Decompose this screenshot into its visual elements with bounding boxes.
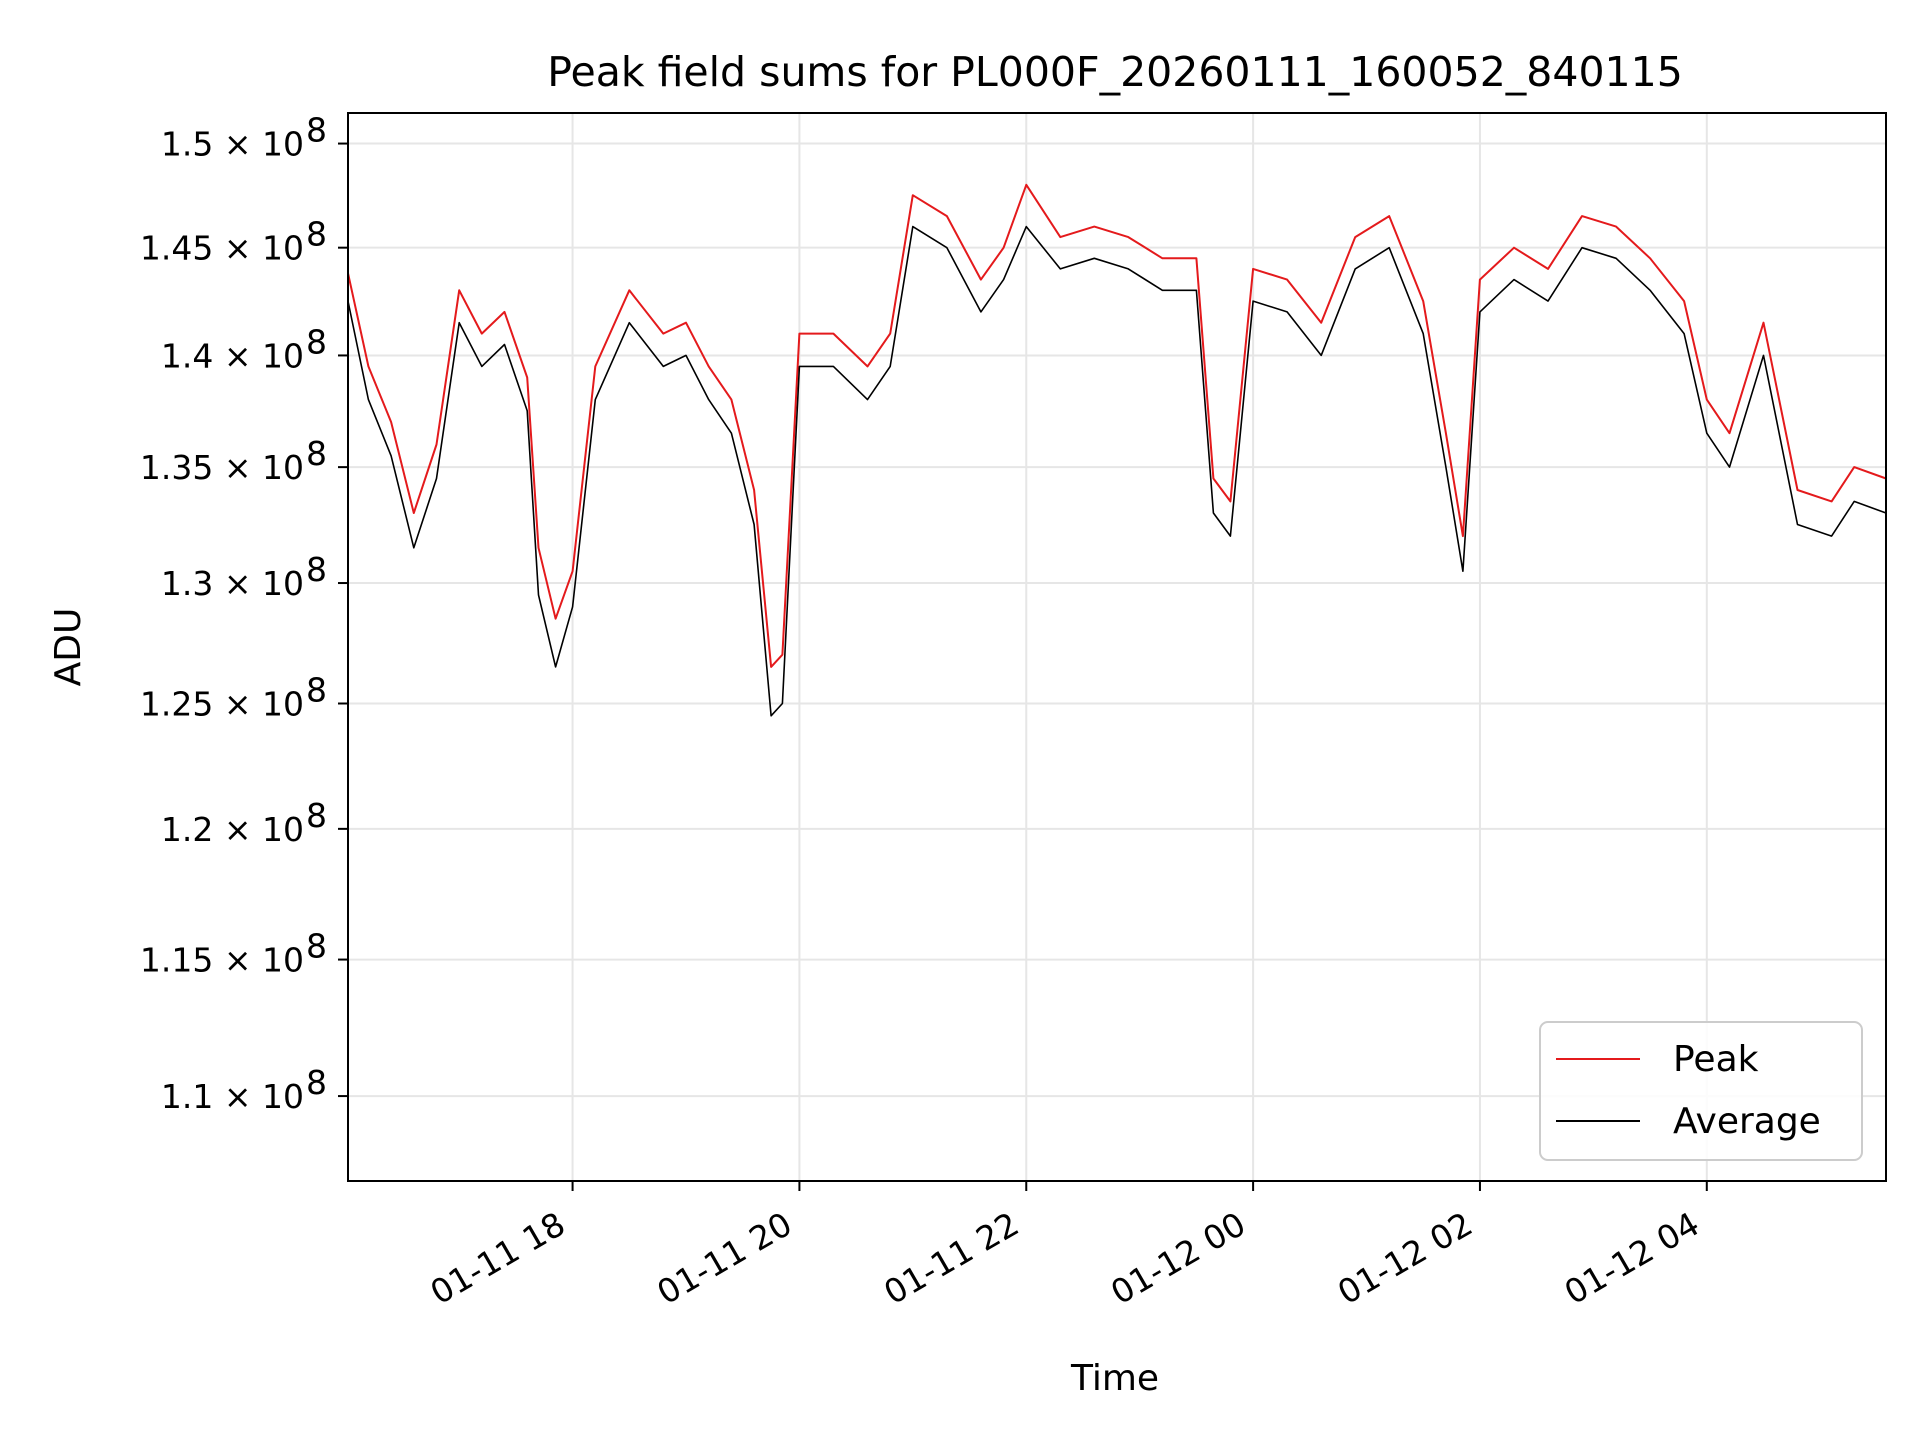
x-axis-label: Time [1070,1358,1159,1399]
grid [348,113,1886,1181]
legend-box [1539,1021,1863,1161]
y-tick-exponent: 8 [306,670,327,709]
legend: Peak Average [1539,1021,1863,1161]
y-tick-label: 1.4 × 10 [161,336,304,375]
y-tick-label: 1.45 × 10 [140,229,304,268]
peak-series-line [347,183,1887,668]
y-tick-label: 1.5 × 10 [161,125,304,164]
y-tick-label: 1.2 × 10 [161,810,304,849]
y-tick-label: 1.3 × 10 [161,564,304,603]
y-axis-label: ADU [48,608,89,687]
y-tick-exponent: 8 [306,1063,327,1102]
average-series-line [347,225,1887,717]
y-tick-exponent: 8 [306,550,327,589]
y-tick-exponent: 8 [306,322,327,361]
plot-frame [347,112,1887,1182]
y-tick-exponent: 8 [306,927,327,966]
y-tick-exponent: 8 [306,434,327,473]
y-tick-exponent: 8 [306,215,327,254]
y-tick-label: 1.1 × 10 [161,1077,304,1116]
y-tick-label: 1.35 × 10 [140,448,304,487]
y-tick-label: 1.25 × 10 [140,684,304,723]
y-tick-exponent: 8 [306,111,327,150]
y-axis-ticks: 1.1 × 10 81.15 × 10 81.2 × 10 81.25 × 10 81.… [140,111,348,1116]
y-tick-label: 1.15 × 10 [140,941,304,980]
series-lines [347,183,1887,717]
legend-average-label: Average [1673,1101,1821,1142]
y-tick-exponent: 8 [306,796,327,835]
chart-title: Peak field sums for PL000F_20260111_1600… [547,48,1683,96]
legend-peak-label: Peak [1673,1039,1759,1080]
